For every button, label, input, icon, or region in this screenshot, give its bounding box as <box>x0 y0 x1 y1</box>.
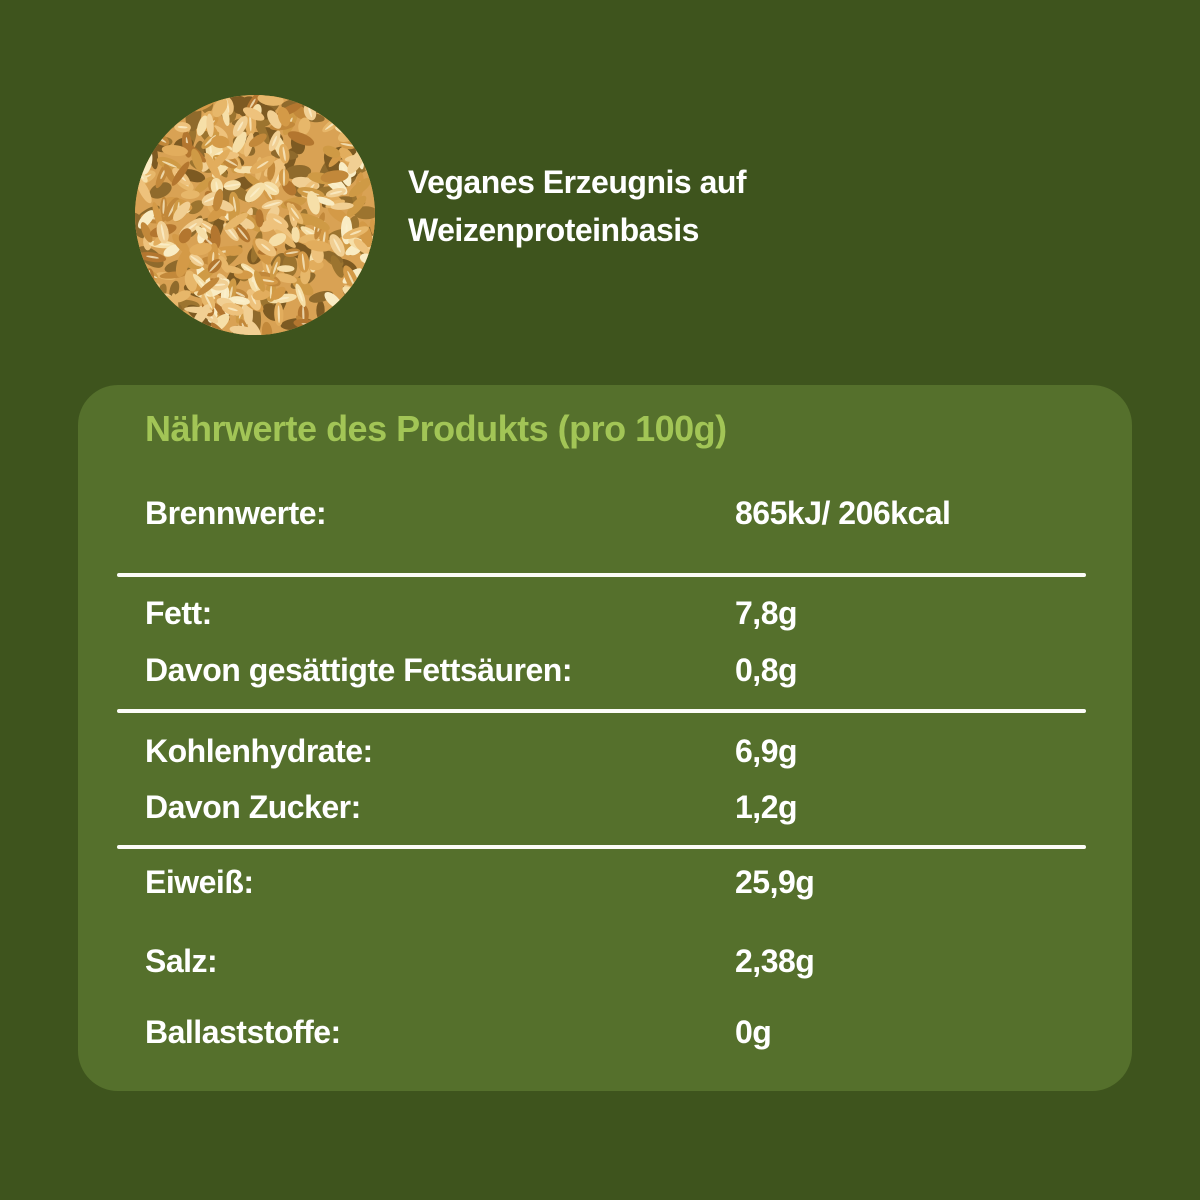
wheat-grains-photo <box>135 95 375 335</box>
nutrition-value: 865kJ/ 206kcal <box>735 495 951 531</box>
nutrition-label: Fett: <box>145 595 212 631</box>
nutrition-row-fett: Fett: 7,8g <box>145 593 1086 633</box>
nutrition-value: 2,38g <box>735 943 815 979</box>
nutrition-value: 1,2g <box>735 789 798 825</box>
nutrition-row-zucker: Davon Zucker: 1,2g <box>145 787 1086 827</box>
divider <box>117 709 1086 713</box>
nutrition-row-kohlenhydrate: Kohlenhydrate: 6,9g <box>145 731 1086 771</box>
nutrition-row-ballaststoffe: Ballaststoffe: 0g <box>145 1012 1086 1052</box>
nutrition-title: Nährwerte des Produkts (pro 100g) <box>145 408 727 449</box>
nutrition-label: Davon gesättigte Fettsäuren: <box>145 652 572 688</box>
wheat-grains-illustration <box>135 95 375 335</box>
nutrition-row-eiweiss: Eiweiß: 25,9g <box>145 862 1086 902</box>
nutrition-row-brennwerte: Brennwerte: 865kJ/ 206kcal <box>145 493 1086 533</box>
nutrition-label: Salz: <box>145 943 218 979</box>
nutrition-label: Brennwerte: <box>145 495 327 531</box>
nutrition-label: Kohlenhydrate: <box>145 733 373 769</box>
product-claim-line2: Weizenproteinbasis <box>408 212 699 248</box>
nutrition-row-salz: Salz: 2,38g <box>145 941 1086 981</box>
product-claim: Veganes Erzeugnis auf Weizenproteinbasis <box>408 158 747 254</box>
divider <box>117 573 1086 577</box>
nutrition-value: 0,8g <box>735 652 798 688</box>
nutrition-row-gesaettigte-fettsaeuren: Davon gesättigte Fettsäuren: 0,8g <box>145 650 1086 690</box>
product-claim-line1: Veganes Erzeugnis auf <box>408 164 747 200</box>
nutrition-label: Davon Zucker: <box>145 789 361 825</box>
nutrition-panel: Nährwerte des Produkts (pro 100g) Brennw… <box>78 385 1132 1091</box>
nutrition-label: Eiweiß: <box>145 864 254 900</box>
nutrition-value: 25,9g <box>735 864 815 900</box>
nutrition-label: Ballaststoffe: <box>145 1014 341 1050</box>
divider <box>117 845 1086 849</box>
nutrition-value: 6,9g <box>735 733 798 769</box>
nutrition-value: 0g <box>735 1014 772 1050</box>
nutrition-value: 7,8g <box>735 595 798 631</box>
